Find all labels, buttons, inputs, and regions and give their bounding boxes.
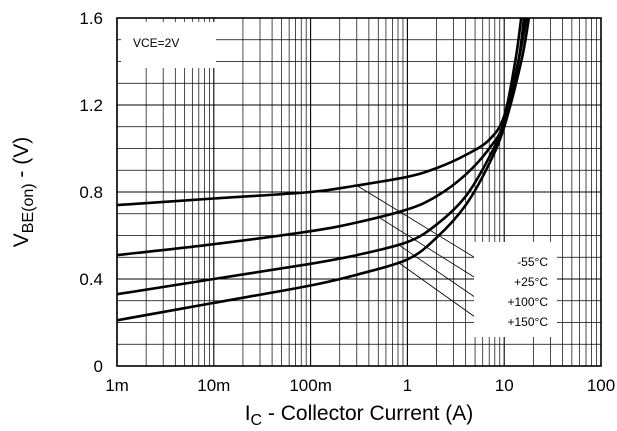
y-tick-label: 0.4 [79,270,103,289]
series-line [116,17,528,296]
annotation-box [121,22,216,68]
legend-leader [397,244,483,303]
x-tick-labels: 1m 10m 100m 1 10 100 [105,376,615,395]
x-tick-label: 10m [197,376,230,395]
x-tick-label: 100 [587,376,615,395]
x-tick-label: 1 [403,376,412,395]
legend-label: -55°C [517,255,548,269]
legend-leader [397,261,483,323]
legend-leader [378,216,483,283]
y-tick-label: 1.6 [79,9,103,28]
series-line [116,17,523,207]
x-axis-label: IC - Collector Current (A) [245,402,474,429]
legend-label: +100°C [508,295,549,309]
annotation-vce: VCE=2V [133,36,179,50]
y-axis-label: VBE(on) - (V) [10,137,37,247]
y-tick-label: 1.2 [79,96,103,115]
legend-label: +150°C [508,315,549,329]
legend: -55°C +25°C +100°C +150°C [508,255,549,329]
x-tick-label: 100m [289,376,332,395]
series-curves [116,17,531,322]
plot-frame [116,17,602,367]
legend-leader-lines [356,185,483,323]
legend-box [474,242,557,337]
series-line [116,17,531,322]
x-tick-label: 10 [495,376,514,395]
y-tick-labels: 0 0.4 0.8 1.2 1.6 [79,9,103,376]
y-tick-label: 0 [94,357,103,376]
legend-leader [356,185,483,263]
y-tick-label: 0.8 [79,183,103,202]
legend-label: +25°C [514,275,548,289]
x-tick-label: 1m [105,376,129,395]
